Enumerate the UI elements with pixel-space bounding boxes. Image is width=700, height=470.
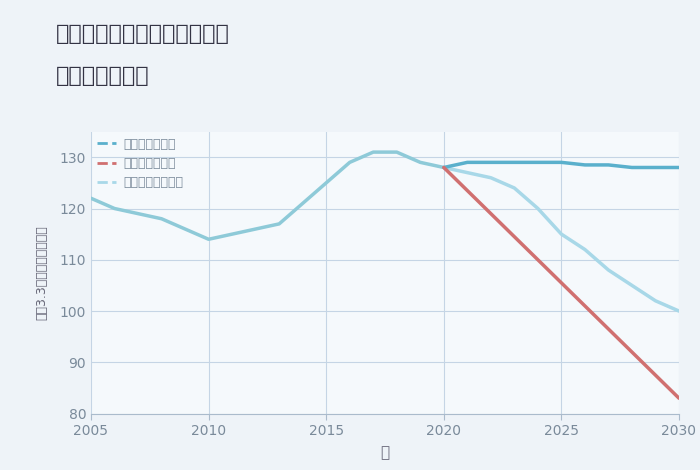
Legend: グッドシナリオ, バッドシナリオ, ノーマルシナリオ: グッドシナリオ, バッドシナリオ, ノーマルシナリオ	[97, 138, 183, 189]
Text: 土地の価格推移: 土地の価格推移	[56, 66, 150, 86]
Y-axis label: 坪（3.3㎡）単価（万円）: 坪（3.3㎡）単価（万円）	[36, 225, 48, 320]
X-axis label: 年: 年	[380, 445, 390, 460]
Text: 兵庫県西宮市甲子園砂田町の: 兵庫県西宮市甲子園砂田町の	[56, 24, 230, 44]
